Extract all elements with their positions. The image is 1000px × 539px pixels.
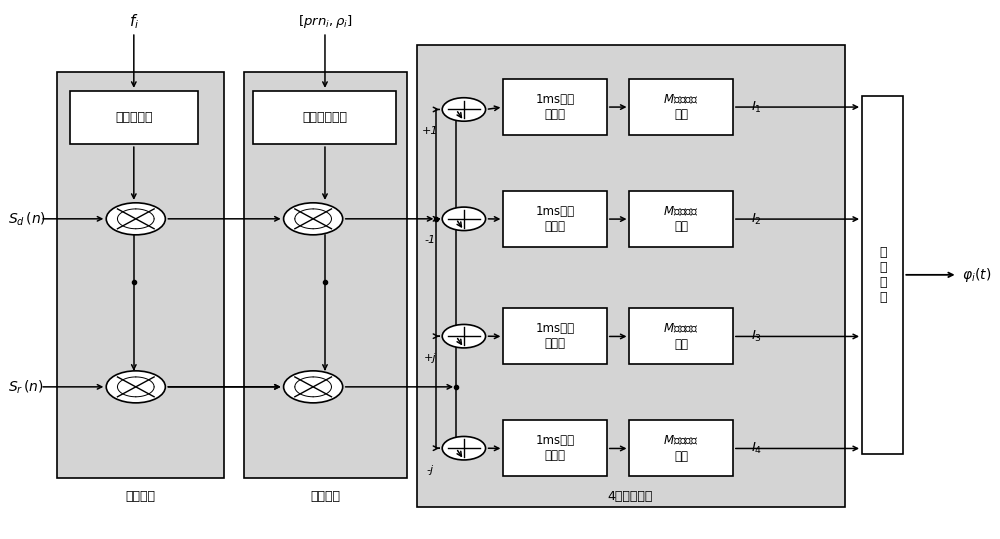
FancyBboxPatch shape	[57, 72, 224, 478]
Text: 4路干涉处理: 4路干涉处理	[608, 490, 653, 503]
Circle shape	[106, 371, 165, 403]
Text: +j: +j	[424, 353, 437, 363]
Text: 差
分
运
算: 差 分 运 算	[879, 246, 886, 304]
Circle shape	[442, 437, 486, 460]
FancyBboxPatch shape	[503, 79, 607, 135]
FancyBboxPatch shape	[862, 96, 903, 453]
Text: $I_1$: $I_1$	[751, 100, 762, 115]
Text: $I_3$: $I_3$	[751, 329, 762, 344]
FancyBboxPatch shape	[503, 308, 607, 364]
Text: 伪码剥离: 伪码剥离	[310, 490, 340, 503]
FancyBboxPatch shape	[629, 79, 733, 135]
Text: 载波发生器: 载波发生器	[115, 111, 153, 124]
FancyBboxPatch shape	[70, 91, 198, 144]
Text: $M$次非相干
累加: $M$次非相干 累加	[663, 434, 699, 462]
Circle shape	[442, 207, 486, 231]
FancyBboxPatch shape	[244, 72, 407, 478]
Text: 1ms相干
积分器: 1ms相干 积分器	[535, 205, 575, 233]
Text: $M$次非相干
累加: $M$次非相干 累加	[663, 93, 699, 121]
FancyBboxPatch shape	[253, 91, 396, 144]
Text: $\varphi_i(t)$: $\varphi_i(t)$	[962, 266, 992, 284]
Text: 本地码发生器: 本地码发生器	[302, 111, 347, 124]
Text: -j: -j	[427, 465, 434, 474]
Text: $S_r\,(n)$: $S_r\,(n)$	[8, 378, 44, 396]
Text: $I_4$: $I_4$	[751, 441, 762, 456]
FancyBboxPatch shape	[629, 420, 733, 476]
Text: $M$次非相干
累加: $M$次非相干 累加	[663, 322, 699, 350]
FancyBboxPatch shape	[629, 191, 733, 247]
Circle shape	[106, 203, 165, 235]
Circle shape	[442, 98, 486, 121]
Text: +1: +1	[422, 126, 439, 136]
Text: $[prn_i,\rho_i]$: $[prn_i,\rho_i]$	[298, 13, 352, 30]
Text: 载波剥离: 载波剥离	[126, 490, 156, 503]
Text: 1ms相干
积分器: 1ms相干 积分器	[535, 93, 575, 121]
Text: $I_2$: $I_2$	[751, 211, 761, 226]
Text: 1ms相干
积分器: 1ms相干 积分器	[535, 322, 575, 350]
Circle shape	[284, 203, 343, 235]
FancyBboxPatch shape	[629, 308, 733, 364]
Text: $S_d\,(n)$: $S_d\,(n)$	[8, 210, 46, 227]
Text: -1: -1	[425, 235, 436, 245]
Circle shape	[442, 324, 486, 348]
FancyBboxPatch shape	[503, 420, 607, 476]
Text: 1ms相干
积分器: 1ms相干 积分器	[535, 434, 575, 462]
Circle shape	[284, 371, 343, 403]
FancyBboxPatch shape	[417, 45, 845, 507]
Text: $f_i$: $f_i$	[129, 12, 139, 31]
Text: $M$次非相干
累加: $M$次非相干 累加	[663, 205, 699, 233]
FancyBboxPatch shape	[503, 191, 607, 247]
